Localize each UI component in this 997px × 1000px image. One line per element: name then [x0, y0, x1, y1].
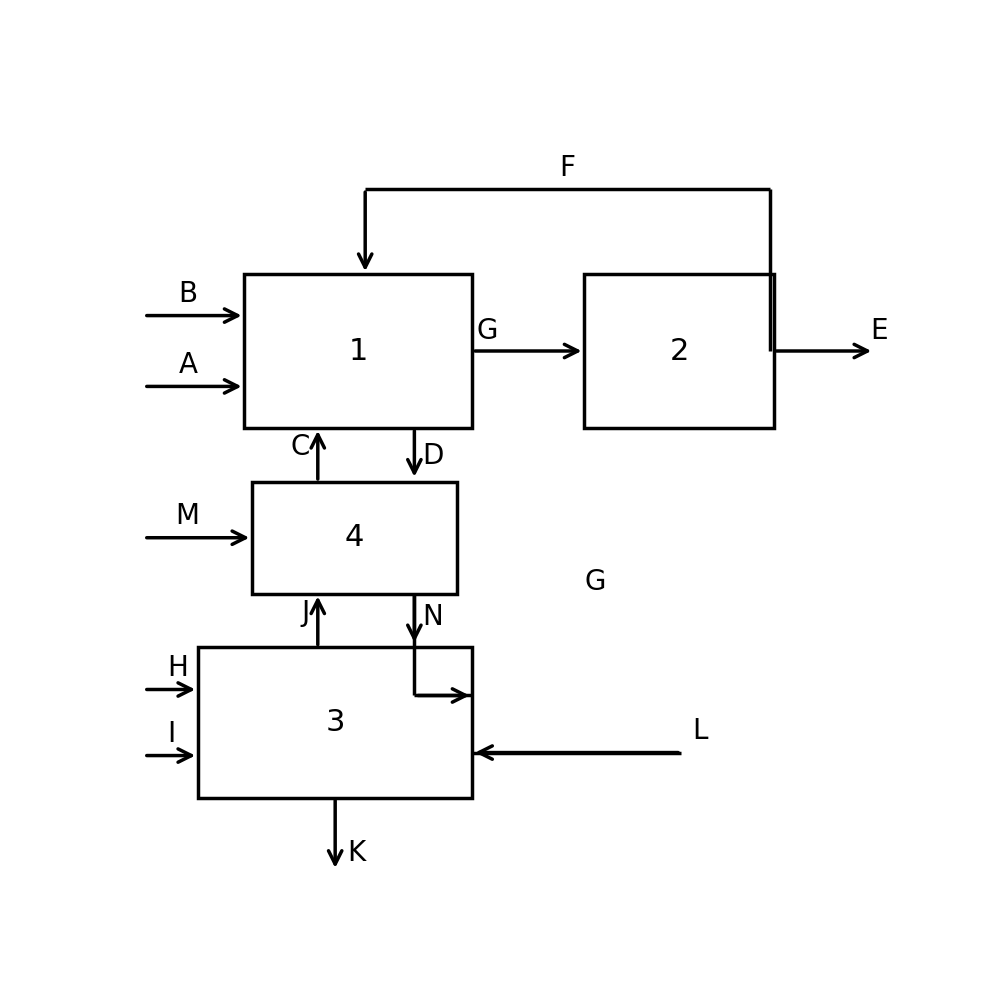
- Text: M: M: [174, 502, 198, 530]
- Text: C: C: [291, 433, 310, 461]
- Text: H: H: [167, 654, 188, 682]
- Text: J: J: [302, 599, 310, 627]
- Text: 4: 4: [345, 523, 364, 552]
- Text: K: K: [347, 839, 365, 867]
- Bar: [198, 647, 473, 798]
- Bar: [252, 482, 457, 594]
- Text: N: N: [422, 603, 443, 631]
- Text: A: A: [178, 351, 197, 379]
- Text: D: D: [422, 442, 444, 470]
- Text: L: L: [693, 717, 708, 745]
- Text: E: E: [870, 317, 888, 345]
- Text: G: G: [477, 317, 498, 345]
- Text: B: B: [178, 280, 197, 308]
- Text: 1: 1: [349, 336, 368, 365]
- Text: 2: 2: [669, 336, 689, 365]
- Text: G: G: [584, 568, 606, 596]
- Text: I: I: [167, 720, 175, 748]
- Bar: [244, 274, 473, 428]
- Text: F: F: [559, 154, 575, 182]
- Bar: [584, 274, 774, 428]
- Text: 3: 3: [325, 708, 345, 737]
